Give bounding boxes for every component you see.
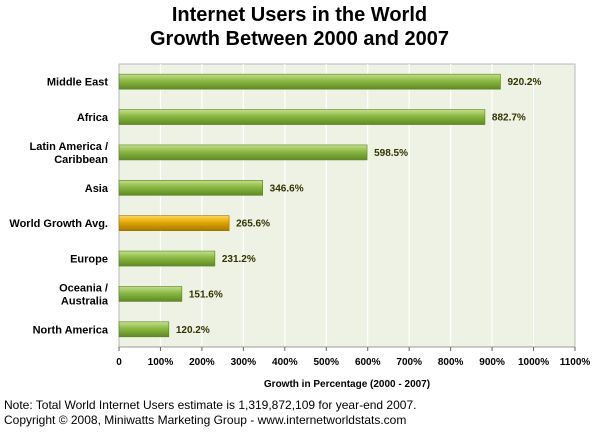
- x-tick-label: 300%: [231, 357, 257, 368]
- bar: [118, 73, 501, 90]
- bar-highlight: [118, 215, 230, 231]
- x-tick-label: 800%: [438, 357, 464, 368]
- x-tick-label: 700%: [396, 357, 422, 368]
- x-tick-labels: 0 100% 200% 300% 400% 500% 600% 700% 800% 900% 100…: [116, 357, 590, 368]
- value-label: 151.6%: [189, 289, 223, 300]
- chart-title-line2: Growth Between 2000 and 2007: [149, 28, 449, 50]
- value-label: 882.7%: [492, 113, 526, 124]
- value-label: 598.5%: [374, 148, 408, 159]
- x-tick-label: 1000%: [518, 357, 549, 368]
- bar: [118, 286, 183, 302]
- copyright-note: Copyright © 2008, Miniwatts Marketing Gr…: [4, 413, 407, 427]
- category-label: Caribbean: [54, 154, 108, 166]
- category-label: North America: [33, 324, 109, 336]
- x-tick-label: 100%: [148, 357, 174, 368]
- x-tick-label: 900%: [479, 357, 505, 368]
- category-label: Australia: [61, 295, 109, 307]
- value-label: 231.2%: [222, 254, 256, 265]
- bar: [118, 144, 368, 161]
- category-label: Africa: [77, 112, 109, 124]
- bar: [118, 180, 263, 196]
- category-label: Middle East: [47, 77, 108, 89]
- bar: [118, 250, 216, 267]
- x-tick-label: 400%: [272, 357, 298, 368]
- value-label: 265.6%: [236, 219, 270, 230]
- footnote: Note: Total World Internet Users estimat…: [4, 398, 417, 412]
- chart-title-line1: Internet Users in the World: [171, 4, 428, 26]
- x-tick-label: 600%: [355, 357, 381, 368]
- x-tick-label: 200%: [189, 357, 215, 368]
- value-label: 346.6%: [270, 183, 304, 194]
- value-labels: 920.2% 882.7% 598.5% 346.6% 265.6% 231.2% 151.…: [176, 77, 542, 336]
- bars: [118, 73, 501, 338]
- bar: [118, 109, 486, 125]
- category-label: Europe: [70, 254, 108, 266]
- bar: [118, 321, 170, 338]
- category-label: Latin America /: [30, 141, 108, 153]
- category-label: World Growth Avg.: [9, 218, 108, 230]
- x-tick-label: 0: [116, 357, 122, 368]
- category-labels: Middle East Africa Latin America /Caribbea…: [9, 77, 108, 337]
- category-label: Asia: [85, 183, 109, 195]
- x-tick-label: 1100%: [560, 357, 591, 368]
- category-label: Oceania /: [59, 282, 108, 294]
- value-label: 920.2%: [507, 77, 541, 88]
- plot-area: [118, 63, 576, 348]
- x-axis-label: Growth in Percentage (2000 - 2007): [264, 379, 430, 390]
- x-tick-label: 500%: [313, 357, 339, 368]
- value-label: 120.2%: [176, 325, 210, 336]
